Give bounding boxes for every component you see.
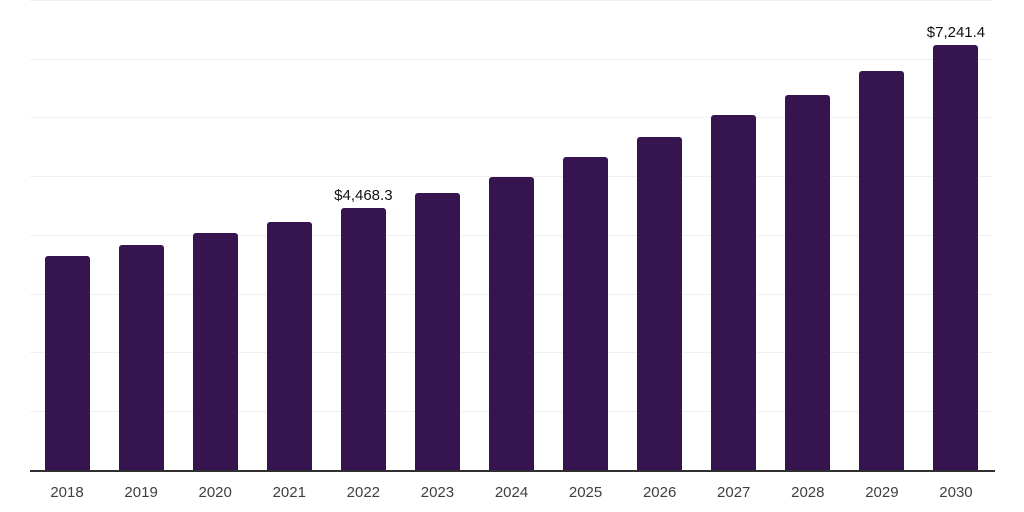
bar-2024	[489, 177, 534, 470]
x-tick-label-2018: 2018	[50, 484, 84, 501]
bar-2030	[933, 44, 979, 470]
gridline-7000	[30, 59, 993, 60]
x-tick-label-2019: 2019	[124, 484, 158, 501]
x-tick-label-2027: 2027	[717, 484, 751, 501]
bar-2026	[637, 136, 683, 470]
bar-2020	[192, 233, 238, 470]
value-label-2022: $4,468.3	[334, 186, 393, 204]
bar-2021	[266, 222, 312, 470]
x-tick-label-2025: 2025	[568, 484, 603, 501]
x-tick-label-2021: 2021	[272, 484, 306, 501]
bar-2028	[785, 95, 831, 470]
value-label-2030: $7,241.4	[926, 23, 986, 41]
bar-2023	[414, 193, 460, 470]
x-tick-label-2026: 2026	[642, 484, 677, 501]
x-tick-label-2023: 2023	[420, 484, 455, 501]
gridline-8000	[30, 0, 993, 1]
x-tick-label-2022: 2022	[346, 484, 381, 501]
x-tick-label-2028: 2028	[791, 484, 825, 501]
bar-2022	[340, 207, 386, 470]
x-tick-label-2030: 2030	[939, 484, 973, 501]
x-axis-line	[30, 470, 995, 472]
gridline-5000	[30, 176, 993, 177]
bar-2029	[859, 70, 905, 470]
bar-2027	[711, 115, 757, 470]
x-tick-label-2020: 2020	[198, 484, 232, 501]
x-tick-label-2024: 2024	[494, 484, 529, 501]
bar-2019	[118, 245, 164, 470]
gridline-6000	[30, 117, 993, 118]
bar-2018	[44, 256, 90, 470]
x-tick-label-2029: 2029	[865, 484, 899, 501]
bar-2025	[563, 156, 609, 470]
